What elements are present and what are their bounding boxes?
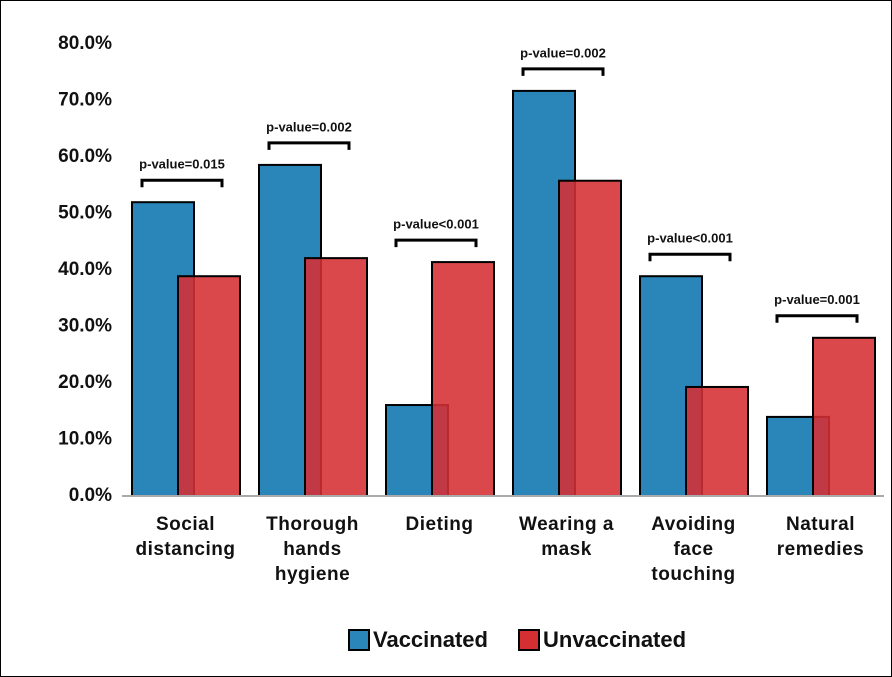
annotation: p-value=0.001: [774, 292, 860, 307]
annotation: p-value<0.001: [393, 217, 479, 232]
x-tick-label: Wearing a mask: [519, 514, 614, 560]
annotation: p-value=0.002: [266, 119, 352, 134]
y-tick-label: 0.0%: [69, 485, 112, 506]
x-tick-label: Dieting: [405, 514, 474, 535]
bar: [304, 257, 368, 498]
bracket: [394, 238, 478, 248]
bar: [431, 261, 495, 497]
bar: [177, 275, 241, 497]
annotation: p-value=0.002: [520, 45, 606, 60]
x-tick-label: Thorough hands hygiene: [266, 514, 359, 585]
bracket: [648, 252, 732, 262]
bracket: [775, 314, 859, 323]
bar: [558, 179, 622, 497]
x-tick-label: Natural remedies: [776, 514, 865, 560]
y-tick-label: 60.0%: [58, 146, 112, 167]
y-tick-label: 10.0%: [58, 429, 112, 450]
y-tick-label: 80.0%: [58, 33, 112, 54]
y-tick-label: 40.0%: [58, 259, 112, 280]
legend-label: Unvaccinated: [543, 627, 686, 652]
bracket: [267, 141, 351, 150]
bar: [685, 385, 749, 497]
annotation: p-value=0.015: [139, 157, 225, 172]
bar: [812, 336, 876, 497]
annotation: p-value<0.001: [647, 231, 733, 246]
bracket: [521, 67, 605, 76]
legend-swatch: [518, 629, 540, 651]
y-tick-label: 70.0%: [58, 90, 112, 111]
bracket: [140, 178, 224, 188]
x-tick-label: Social distancing: [135, 514, 236, 560]
y-tick-label: 30.0%: [58, 316, 112, 337]
legend-label: Vaccinated: [373, 627, 488, 652]
x-tick-label: Avoiding face touching: [651, 514, 736, 585]
y-tick-label: 20.0%: [58, 372, 112, 393]
legend-swatch: [348, 629, 370, 651]
y-tick-label: 50.0%: [58, 203, 112, 224]
